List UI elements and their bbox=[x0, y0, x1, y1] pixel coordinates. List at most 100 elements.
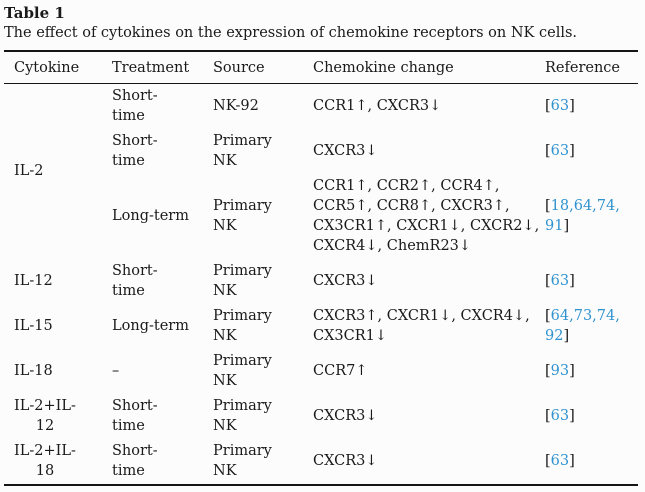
reference-value: [64,73,74, 92] bbox=[545, 308, 620, 344]
chemokine-change-value: CXCR3↓ bbox=[313, 143, 378, 159]
bracket-open: [ bbox=[545, 98, 551, 114]
source-cell: Primary NK bbox=[213, 394, 313, 439]
chemokine-change-cell: CCR1↑, CCR2↑, CCR4↑, CCR5↑, CCR8↑, CXCR3… bbox=[313, 174, 545, 259]
bracket-close: ] bbox=[569, 98, 575, 114]
reference-value: [63] bbox=[545, 273, 575, 289]
reference-cell: [63] bbox=[545, 84, 638, 130]
chemokine-change-value: CXCR3↓ bbox=[313, 453, 378, 469]
cytokine-cell: IL-12 bbox=[4, 259, 112, 304]
chemokine-change-value: CXCR3↑, CXCR1↓, CXCR4↓, CX3CR1↓ bbox=[313, 308, 530, 344]
citation-link[interactable]: 63 bbox=[550, 273, 570, 289]
treatment-cell: – bbox=[112, 349, 213, 394]
column-header-source: Source bbox=[213, 51, 313, 84]
bracket-close: ] bbox=[569, 408, 575, 424]
chemokine-change-value: CCR1↑, CXCR3↓ bbox=[313, 98, 442, 114]
chemokine-change-cell: CCR1↑, CXCR3↓ bbox=[313, 84, 545, 130]
reference-cell: [64,73,74, 92] bbox=[545, 304, 638, 349]
citation-link[interactable]: 63 bbox=[550, 143, 570, 159]
table-row: Short- time Primary NK CXCR3↓ [63] bbox=[4, 129, 638, 174]
source-value: Primary NK bbox=[213, 263, 272, 299]
treatment-cell: Long-term bbox=[112, 304, 213, 349]
bracket-close: ] bbox=[569, 273, 575, 289]
treatment-cell: Long-term bbox=[112, 174, 213, 259]
citation-link[interactable]: 63 bbox=[550, 98, 570, 114]
source-value: Primary NK bbox=[213, 443, 272, 479]
source-value: Primary NK bbox=[213, 133, 272, 169]
treatment-cell: Short- time bbox=[112, 129, 213, 174]
cytokine-label: IL-15 bbox=[14, 318, 53, 334]
bracket-close: ] bbox=[569, 453, 575, 469]
reference-cell: [63] bbox=[545, 439, 638, 485]
source-cell: Primary NK bbox=[213, 174, 313, 259]
table-row: IL-2 Short- time NK-92 CCR1↑, CXCR3↓ [63… bbox=[4, 84, 638, 179]
reference-cell: [63] bbox=[545, 129, 638, 174]
cytokine-label: IL-2 bbox=[14, 163, 44, 179]
bracket-close: ] bbox=[563, 218, 570, 234]
cytokine-label: IL-2+IL- 18 bbox=[14, 443, 76, 479]
treatment-value: Short- time bbox=[112, 263, 158, 299]
reference-value: [93] bbox=[545, 363, 575, 379]
column-header-reference: Reference bbox=[545, 51, 638, 84]
citation-link[interactable]: 63 bbox=[550, 453, 570, 469]
chemokine-change-cell: CXCR3↓ bbox=[313, 129, 545, 174]
treatment-cell: Short- time bbox=[112, 259, 213, 304]
cytokine-label: IL-18 bbox=[14, 363, 53, 379]
column-header-treatment: Treatment bbox=[112, 51, 213, 84]
chemokine-change-cell: CXCR3↑, CXCR1↓, CXCR4↓, CX3CR1↓ bbox=[313, 304, 545, 349]
chemokine-change-value: CCR1↑, CCR2↑, CCR4↑, CCR5↑, CCR8↑, CXCR3… bbox=[313, 178, 540, 254]
cytokine-cell: IL-15 bbox=[4, 304, 112, 349]
bracket-close: ] bbox=[569, 363, 575, 379]
header-row: Cytokine Treatment Source Chemokine chan… bbox=[4, 51, 638, 84]
chemokine-change-value: CCR7↑ bbox=[313, 363, 368, 379]
source-value: Primary NK bbox=[213, 353, 272, 389]
source-cell: Primary NK bbox=[213, 349, 313, 394]
source-cell: Primary NK bbox=[213, 129, 313, 174]
treatment-value: Short- time bbox=[112, 133, 158, 169]
bracket-open: [ bbox=[545, 198, 551, 214]
bracket-close: ] bbox=[569, 143, 575, 159]
source-cell: Primary NK bbox=[213, 304, 313, 349]
treatment-cell: Short- time bbox=[112, 84, 213, 130]
reference-cell: [18,64,74, 91] bbox=[545, 174, 638, 259]
source-cell: NK-92 bbox=[213, 84, 313, 130]
cytokine-cell: IL-18 bbox=[4, 349, 112, 394]
table-row: IL-18 – Primary NK CCR7↑ [93] bbox=[4, 349, 638, 394]
citation-link[interactable]: 93 bbox=[550, 363, 570, 379]
citation-link[interactable]: 18,64,74, 91 bbox=[545, 198, 620, 234]
bracket-open: [ bbox=[545, 143, 551, 159]
bracket-open: [ bbox=[545, 408, 551, 424]
chemokine-change-cell: CXCR3↓ bbox=[313, 394, 545, 439]
source-value: NK-92 bbox=[213, 98, 259, 114]
source-cell: Primary NK bbox=[213, 259, 313, 304]
reference-cell: [93] bbox=[545, 349, 638, 394]
source-value: Primary NK bbox=[213, 198, 272, 234]
cytokine-cell: IL-2+IL- 12 bbox=[4, 394, 112, 439]
reference-value: [63] bbox=[545, 143, 575, 159]
bracket-close: ] bbox=[563, 328, 570, 344]
citation-link[interactable]: 63 bbox=[550, 408, 570, 424]
treatment-value: – bbox=[112, 363, 120, 379]
reference-cell: [63] bbox=[545, 259, 638, 304]
cytokine-label: IL-2+IL- 12 bbox=[14, 398, 76, 434]
column-header-cytokine: Cytokine bbox=[4, 51, 112, 84]
bracket-open: [ bbox=[545, 308, 551, 324]
treatment-value: Long-term bbox=[112, 208, 189, 224]
chemokine-change-cell: CXCR3↓ bbox=[313, 259, 545, 304]
citation-link[interactable]: 64,73,74, 92 bbox=[545, 308, 620, 344]
table-row: IL-2+IL- 18 Short- time Primary NK CXCR3… bbox=[4, 439, 638, 485]
table-row: IL-15 Long-term Primary NK CXCR3↑, CXCR1… bbox=[4, 304, 638, 349]
table-row: IL-2+IL- 12 Short- time Primary NK CXCR3… bbox=[4, 394, 638, 439]
bracket-open: [ bbox=[545, 363, 551, 379]
chemokine-change-value: CXCR3↓ bbox=[313, 408, 378, 424]
reference-value: [63] bbox=[545, 98, 575, 114]
cytokine-cell: IL-2+IL- 18 bbox=[4, 439, 112, 485]
chemokine-change-cell: CCR7↑ bbox=[313, 349, 545, 394]
source-value: Primary NK bbox=[213, 308, 272, 344]
reference-value: [63] bbox=[545, 408, 575, 424]
table-caption: The effect of cytokines on the expressio… bbox=[4, 25, 578, 41]
cytokine-label: IL-12 bbox=[14, 273, 53, 289]
chemokine-change-value: CXCR3↓ bbox=[313, 273, 378, 289]
treatment-cell: Short- time bbox=[112, 439, 213, 485]
table-row: Long-term Primary NK CCR1↑, CCR2↑, CCR4↑… bbox=[4, 174, 638, 259]
